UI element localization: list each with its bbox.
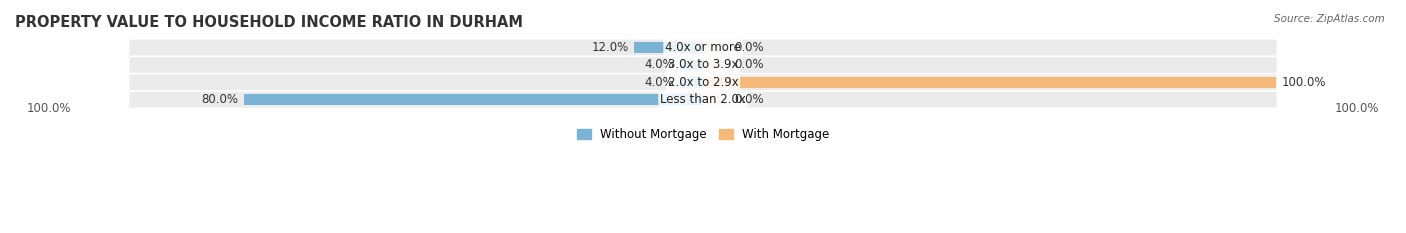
Text: 4.0%: 4.0% [644,76,675,89]
Bar [681,60,703,70]
Bar [703,77,1277,88]
Text: 4.0x or more: 4.0x or more [665,41,741,54]
Text: 100.0%: 100.0% [1282,76,1327,89]
Text: 100.0%: 100.0% [1336,102,1379,115]
Text: 0.0%: 0.0% [734,58,763,72]
Bar [245,94,703,105]
Text: 80.0%: 80.0% [201,93,239,106]
FancyBboxPatch shape [129,75,1277,90]
Text: 100.0%: 100.0% [27,102,70,115]
Text: 12.0%: 12.0% [591,41,628,54]
Text: 4.0%: 4.0% [644,58,675,72]
Bar [681,77,703,88]
Text: 2.0x to 2.9x: 2.0x to 2.9x [668,76,738,89]
Legend: Without Mortgage, With Mortgage: Without Mortgage, With Mortgage [572,123,834,146]
FancyBboxPatch shape [129,40,1277,55]
Bar [703,60,725,70]
Text: Source: ZipAtlas.com: Source: ZipAtlas.com [1274,14,1385,24]
Bar [703,42,725,53]
Text: 0.0%: 0.0% [734,93,763,106]
Text: Less than 2.0x: Less than 2.0x [659,93,747,106]
Text: 0.0%: 0.0% [734,41,763,54]
Text: PROPERTY VALUE TO HOUSEHOLD INCOME RATIO IN DURHAM: PROPERTY VALUE TO HOUSEHOLD INCOME RATIO… [15,15,523,30]
Text: 3.0x to 3.9x: 3.0x to 3.9x [668,58,738,72]
FancyBboxPatch shape [129,92,1277,108]
Bar [703,94,725,105]
FancyBboxPatch shape [129,57,1277,73]
Bar [634,42,703,53]
